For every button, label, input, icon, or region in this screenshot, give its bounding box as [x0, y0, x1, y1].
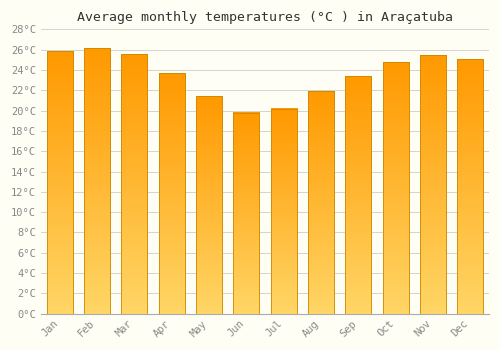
- Bar: [420, 55, 446, 314]
- Bar: [270, 108, 296, 314]
- Bar: [121, 54, 148, 314]
- Bar: [382, 62, 408, 314]
- Bar: [84, 48, 110, 314]
- Bar: [308, 91, 334, 314]
- Bar: [345, 76, 372, 314]
- Bar: [457, 59, 483, 314]
- Bar: [158, 73, 184, 314]
- Title: Average monthly temperatures (°C ) in Araçatuba: Average monthly temperatures (°C ) in Ar…: [77, 11, 453, 24]
- Bar: [233, 113, 260, 314]
- Bar: [196, 97, 222, 314]
- Bar: [46, 51, 72, 314]
